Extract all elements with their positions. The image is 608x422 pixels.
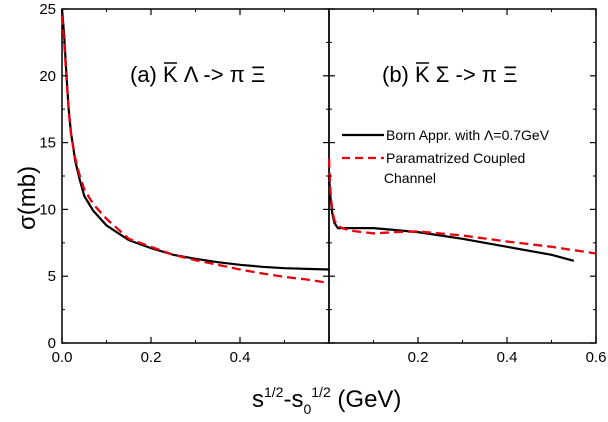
panel-b-frame (328, 8, 597, 344)
legend-label-coupled-line1: Paramatrized Coupled (386, 150, 525, 166)
y-tick-label: 0 (48, 335, 56, 352)
y-tick-label: 15 (39, 135, 56, 152)
plot-layer: 0.0 0.2 0.4 0.2 0.4 0.6 0 5 10 15 20 25 (39, 1, 606, 366)
kbar-symbol: K (415, 62, 430, 87)
panel-a-born-line (60, 8, 330, 271)
x-tick-label: 0.6 (586, 349, 607, 366)
x-tick-label: 0.2 (141, 349, 162, 366)
y-axis-title: σ(mb) (14, 166, 41, 230)
kbar-symbol: K (163, 62, 178, 87)
x-tick-label: 0.4 (497, 349, 518, 366)
x-tick-label: 0.2 (408, 349, 429, 366)
panel-a-frame (61, 8, 330, 344)
panel-b-born-line (327, 175, 575, 262)
y-tick-label: 25 (39, 1, 56, 18)
y-tick-label: 10 (39, 201, 56, 218)
x-axis-title: s1/2-s01/2 (GeV) (252, 384, 401, 417)
panel-a-title: (a) K Λ -> π Ξ (130, 62, 265, 87)
x-tick-label: 0.0 (52, 349, 73, 366)
legend-label-born: Born Appr. with Λ=0.7GeV (386, 127, 550, 143)
panel-b-coupled-channel-line (327, 158, 597, 255)
y-tick-label: 20 (39, 68, 56, 85)
legend-label-coupled-line2: Channel (380, 170, 436, 186)
panel-a-coupled-channel-line (60, 15, 330, 285)
x-tick-label: 0.4 (230, 349, 251, 366)
y-tick-label: 5 (48, 268, 56, 285)
panel-b-title: (b) K Σ -> π Ξ (382, 62, 517, 87)
